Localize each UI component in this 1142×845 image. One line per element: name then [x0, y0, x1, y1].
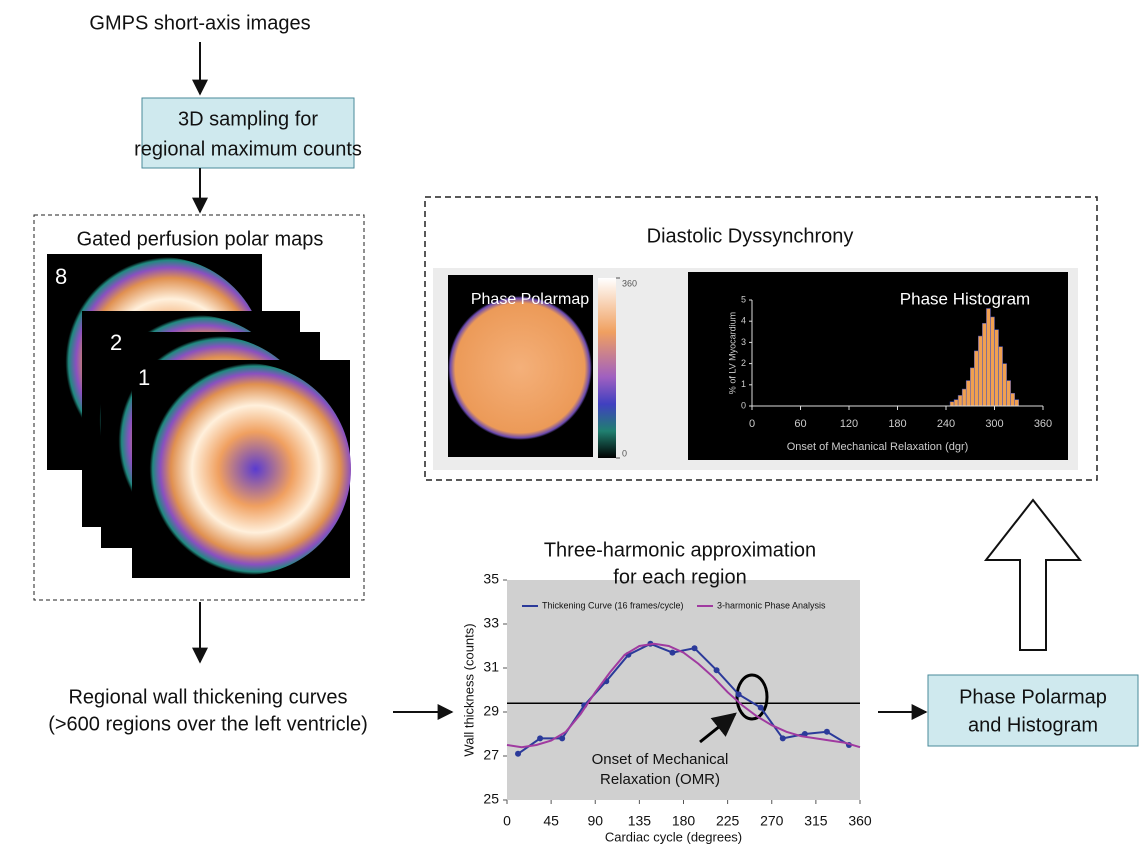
colorbar-label: 0	[622, 448, 627, 458]
x-axis-label: Cardiac cycle (degrees)	[605, 829, 742, 844]
y-tick-label: 2	[741, 358, 746, 368]
x-tick-label: 120	[840, 418, 858, 430]
series-marker	[758, 705, 764, 711]
histogram-bar	[970, 368, 974, 406]
y-tick-label: 1	[741, 379, 746, 389]
polarmap-label: Phase Polarmap	[471, 291, 589, 308]
x-tick-label: 360	[1034, 418, 1052, 430]
colorbar-label: 360	[622, 278, 637, 288]
y-tick-label: 31	[483, 659, 499, 675]
series-marker	[714, 667, 720, 673]
y-tick-label: 27	[483, 747, 499, 763]
series-marker	[780, 735, 786, 741]
y-tick-label: 4	[741, 316, 746, 326]
diagram: GMPS short-axis images 3D sampling for r…	[0, 0, 1142, 845]
box-text: Phase Polarmap	[959, 686, 1107, 708]
legend-label: Thickening Curve (16 frames/cycle)	[542, 600, 684, 610]
phase-polarmap	[448, 296, 592, 440]
x-tick-label: 225	[716, 813, 740, 829]
histogram-bar	[982, 323, 986, 406]
harmonic-label: for each region	[613, 566, 746, 588]
histogram-bar	[986, 308, 990, 406]
legend-label: 3-harmonic Phase Analysis	[717, 600, 826, 610]
series-marker	[669, 650, 675, 656]
x-tick-label: 300	[985, 418, 1003, 430]
histogram-bar	[958, 395, 962, 406]
frame-number: 8	[55, 264, 67, 289]
series-marker	[824, 729, 830, 735]
frame-number: 2	[110, 330, 122, 355]
chart-title: Phase Histogram	[900, 289, 1030, 308]
series-marker	[692, 645, 698, 651]
histogram-bar	[1015, 400, 1019, 406]
harmonic-label: Three-harmonic approximation	[544, 539, 816, 561]
box-text: 3D sampling for	[178, 108, 318, 130]
big-arrow	[986, 500, 1080, 650]
x-tick-label: 180	[672, 813, 696, 829]
thickening-label: Regional wall thickening curves	[68, 686, 347, 708]
y-tick-label: 35	[483, 571, 499, 587]
x-tick-label: 360	[848, 813, 872, 829]
histogram-bar	[966, 381, 970, 406]
y-tick-label: 25	[483, 791, 499, 807]
y-tick-label: 3	[741, 337, 746, 347]
box-text: and Histogram	[968, 714, 1098, 736]
polar-maps-title: Gated perfusion polar maps	[77, 228, 324, 250]
x-tick-label: 45	[543, 813, 559, 829]
x-tick-label: 180	[888, 418, 906, 430]
x-tick-label: 0	[503, 813, 511, 829]
series-marker	[515, 751, 521, 757]
histogram-bar	[1011, 393, 1015, 406]
x-tick-label: 270	[760, 813, 784, 829]
y-tick-label: 29	[483, 703, 499, 719]
annotation: Onset of Mechanical	[592, 751, 729, 768]
annotation: Relaxation (OMR)	[600, 771, 720, 788]
histogram-bar	[1003, 364, 1007, 406]
histogram-bar	[978, 336, 982, 406]
histogram-bar	[1007, 381, 1011, 406]
series-marker	[736, 691, 742, 697]
histogram-bar	[999, 347, 1003, 406]
box-text: regional maximum counts	[134, 138, 362, 160]
x-tick-label: 60	[794, 418, 806, 430]
y-tick-label: 5	[741, 294, 746, 304]
series-marker	[537, 735, 543, 741]
y-tick-label: 33	[483, 615, 499, 631]
histogram-bar	[990, 317, 994, 406]
top-label: GMPS short-axis images	[89, 12, 310, 34]
x-tick-label: 315	[804, 813, 828, 829]
x-tick-label: 240	[937, 418, 955, 430]
colorbar	[598, 278, 616, 458]
x-axis-label: Onset of Mechanical Relaxation (dgr)	[787, 441, 969, 453]
y-tick-label: 0	[741, 400, 746, 410]
polar-stack	[47, 254, 351, 578]
histogram-bar	[974, 351, 978, 406]
histogram-bar	[995, 330, 999, 406]
x-tick-label: 0	[749, 418, 755, 430]
x-tick-label: 90	[587, 813, 603, 829]
dyssynchrony-title: Diastolic Dyssynchrony	[647, 225, 854, 247]
thickening-label: (>600 regions over the left ventricle)	[48, 713, 368, 735]
x-tick-label: 135	[628, 813, 652, 829]
y-axis-label: % of LV Myocardium	[727, 312, 737, 394]
histogram-bar	[962, 389, 966, 406]
y-axis-label: Wall thickness (counts)	[461, 623, 476, 756]
frame-number: 1	[138, 365, 150, 390]
histogram-bar	[954, 400, 958, 406]
histogram-bar	[950, 402, 954, 406]
